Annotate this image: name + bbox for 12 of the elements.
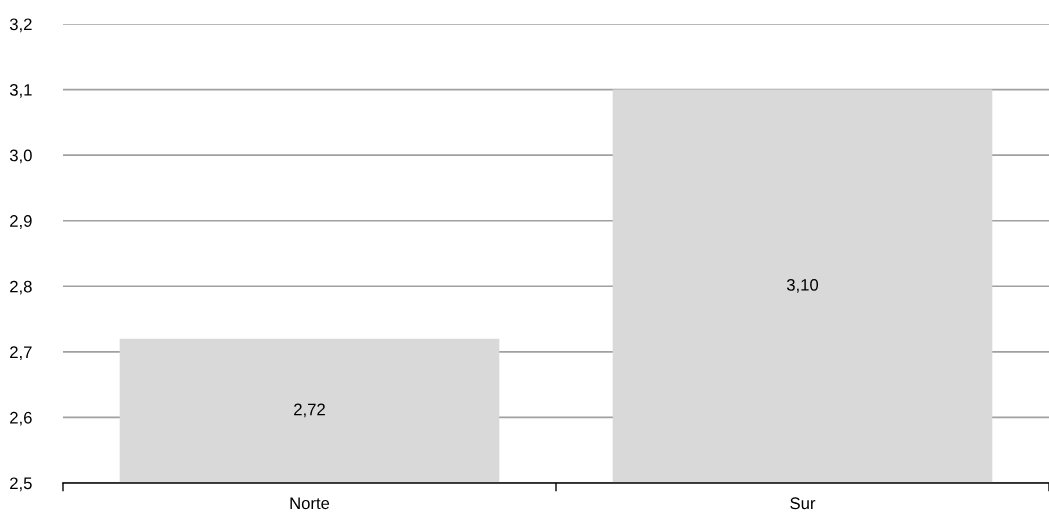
data-label: 2,72	[294, 403, 325, 418]
y-tick-label: 2,6	[10, 411, 32, 426]
y-tick-label: 3,0	[9, 149, 32, 164]
y-tick-label: 2,9	[10, 215, 32, 229]
data-label: 3,10	[786, 278, 819, 293]
x-tick-label: Sur	[790, 497, 816, 510]
y-tick-label: 2,5	[10, 477, 32, 492]
y-tick-label: 2,8	[10, 280, 32, 295]
x-tick-label: Norte	[290, 497, 330, 510]
y-tick-label: 3,1	[9, 83, 32, 98]
y-tick-label: 3,2	[9, 18, 32, 33]
y-tick-label: 2,7	[10, 346, 32, 361]
